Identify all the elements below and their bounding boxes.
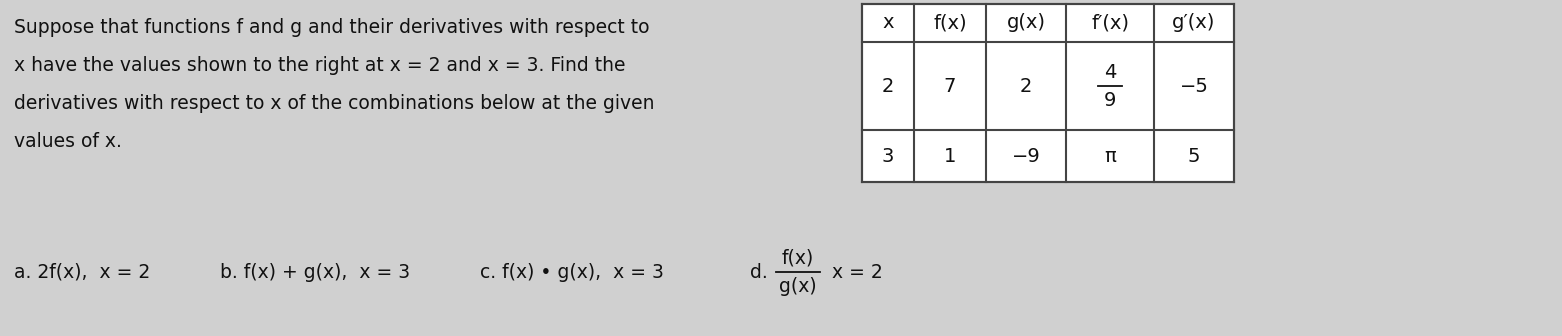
Text: d.: d. [750,262,769,282]
Text: −9: −9 [1012,146,1040,166]
Text: g(x): g(x) [1006,13,1045,33]
Text: −5: −5 [1179,77,1209,95]
Text: c. f(x) • g(x),  x = 3: c. f(x) • g(x), x = 3 [480,262,664,282]
Text: g′(x): g′(x) [1173,13,1215,33]
Text: f(x): f(x) [933,13,967,33]
Text: 1: 1 [943,146,956,166]
Text: 3: 3 [883,146,893,166]
Bar [862,4,1234,182]
Text: 5: 5 [1187,146,1200,166]
Text: a. 2f(x),  x = 2: a. 2f(x), x = 2 [14,262,150,282]
Text: derivatives with respect to x of the combinations below at the given: derivatives with respect to x of the com… [14,94,654,113]
Text: Suppose that functions f and g and their derivatives with respect to: Suppose that functions f and g and their… [14,18,650,37]
Text: x have the values shown to the right at x = 2 and x = 3. Find the: x have the values shown to the right at … [14,56,625,75]
Text: x: x [883,13,893,33]
Text: x = 2: x = 2 [833,262,883,282]
Text: values of x.: values of x. [14,132,122,151]
Text: 9: 9 [1104,90,1117,110]
Text: g(x): g(x) [779,277,817,295]
Text: f(x): f(x) [783,249,814,267]
Text: 2: 2 [1020,77,1032,95]
Text: b. f(x) + g(x),  x = 3: b. f(x) + g(x), x = 3 [220,262,411,282]
Text: 4: 4 [1104,62,1117,82]
Text: f′(x): f′(x) [1090,13,1129,33]
Text: π: π [1104,146,1115,166]
Text: 7: 7 [943,77,956,95]
Text: 2: 2 [883,77,893,95]
